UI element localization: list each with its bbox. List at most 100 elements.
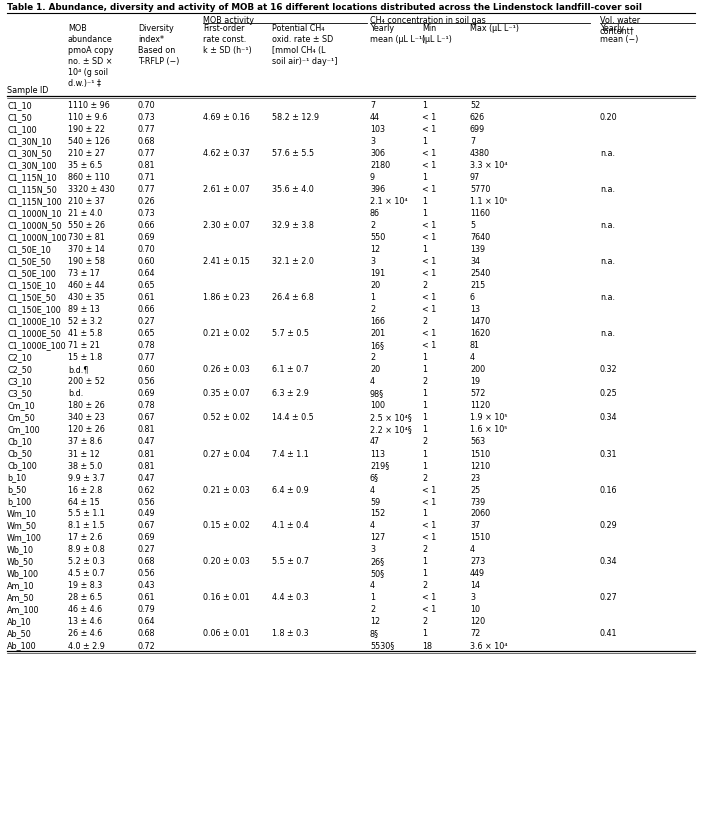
Text: 0.26: 0.26: [138, 197, 156, 206]
Text: C3_50: C3_50: [7, 390, 32, 399]
Text: 14: 14: [470, 581, 480, 590]
Text: C1_150E_100: C1_150E_100: [7, 306, 61, 315]
Text: 3: 3: [370, 257, 375, 266]
Text: 1510: 1510: [470, 533, 490, 543]
Text: 0.32: 0.32: [600, 366, 618, 375]
Text: < 1: < 1: [422, 126, 436, 135]
Text: CH₄ concentration in soil gas: CH₄ concentration in soil gas: [370, 16, 486, 25]
Text: C1_1000N_100: C1_1000N_100: [7, 233, 67, 242]
Text: 2: 2: [422, 317, 427, 326]
Text: 626: 626: [470, 113, 485, 122]
Text: 540 ± 126: 540 ± 126: [68, 137, 110, 146]
Text: 97: 97: [470, 173, 480, 182]
Text: C1_115N_10: C1_115N_10: [7, 173, 57, 182]
Text: 2060: 2060: [470, 510, 490, 519]
Text: 113: 113: [370, 450, 385, 459]
Text: 16 ± 2.8: 16 ± 2.8: [68, 486, 102, 495]
Text: 396: 396: [370, 186, 385, 195]
Text: < 1: < 1: [422, 221, 436, 230]
Text: 0.68: 0.68: [138, 137, 156, 146]
Text: 4.62 ± 0.37: 4.62 ± 0.37: [203, 150, 250, 159]
Text: 0.16: 0.16: [600, 486, 618, 495]
Text: 0.56: 0.56: [138, 497, 156, 506]
Text: Table 1. Abundance, diversity and activity of MOB at 16 different locations dist: Table 1. Abundance, diversity and activi…: [7, 3, 642, 12]
Text: < 1: < 1: [422, 270, 436, 279]
Text: 0.70: 0.70: [138, 246, 156, 255]
Text: < 1: < 1: [422, 593, 436, 603]
Text: 340 ± 23: 340 ± 23: [68, 413, 105, 423]
Text: 2: 2: [422, 437, 427, 446]
Text: 4: 4: [470, 546, 475, 555]
Text: 219§: 219§: [370, 461, 389, 470]
Text: 15 ± 1.8: 15 ± 1.8: [68, 353, 102, 363]
Text: 0.68: 0.68: [138, 557, 156, 566]
Text: 5.5 ± 0.7: 5.5 ± 0.7: [272, 557, 309, 566]
Text: 0.61: 0.61: [138, 593, 156, 603]
Text: 8§: 8§: [370, 630, 379, 639]
Text: 200: 200: [470, 366, 485, 375]
Text: 370 ± 14: 370 ± 14: [68, 246, 105, 255]
Text: n.a.: n.a.: [600, 293, 615, 302]
Text: 6.4 ± 0.9: 6.4 ± 0.9: [272, 486, 309, 495]
Text: 0.73: 0.73: [138, 210, 156, 219]
Text: C1_150E_10: C1_150E_10: [7, 281, 55, 290]
Text: 2: 2: [370, 306, 375, 315]
Text: 34: 34: [470, 257, 480, 266]
Text: 71 ± 21: 71 ± 21: [68, 341, 100, 350]
Text: Am_100: Am_100: [7, 606, 39, 615]
Text: 46 ± 4.6: 46 ± 4.6: [68, 606, 102, 615]
Text: Wb_10: Wb_10: [7, 546, 34, 555]
Text: 4: 4: [370, 581, 375, 590]
Text: 0.15 ± 0.02: 0.15 ± 0.02: [203, 521, 250, 530]
Text: 2540: 2540: [470, 270, 490, 279]
Text: < 1: < 1: [422, 606, 436, 615]
Text: 120: 120: [470, 617, 485, 626]
Text: < 1: < 1: [422, 161, 436, 170]
Text: C1_50E_100: C1_50E_100: [7, 270, 55, 279]
Text: 1.6 × 10⁵: 1.6 × 10⁵: [470, 426, 508, 435]
Text: 37 ± 8.6: 37 ± 8.6: [68, 437, 102, 446]
Text: 64 ± 15: 64 ± 15: [68, 497, 100, 506]
Text: 1120: 1120: [470, 401, 490, 410]
Text: 12: 12: [370, 617, 380, 626]
Text: 14.4 ± 0.5: 14.4 ± 0.5: [272, 413, 314, 423]
Text: 0.78: 0.78: [138, 401, 156, 410]
Text: 5.2 ± 0.3: 5.2 ± 0.3: [68, 557, 105, 566]
Text: C3_10: C3_10: [7, 377, 32, 386]
Text: 0.16 ± 0.01: 0.16 ± 0.01: [203, 593, 250, 603]
Text: 2: 2: [422, 473, 427, 483]
Text: 100: 100: [370, 401, 385, 410]
Text: 2180: 2180: [370, 161, 390, 170]
Text: 0.64: 0.64: [138, 270, 156, 279]
Text: 1: 1: [422, 173, 427, 182]
Text: 1.8 ± 0.3: 1.8 ± 0.3: [272, 630, 309, 639]
Text: C1_30N_10: C1_30N_10: [7, 137, 51, 146]
Text: 32.9 ± 3.8: 32.9 ± 3.8: [272, 221, 314, 230]
Text: 20: 20: [370, 366, 380, 375]
Text: C1_1000N_10: C1_1000N_10: [7, 210, 62, 219]
Text: 730 ± 81: 730 ± 81: [68, 233, 105, 242]
Text: 1: 1: [422, 426, 427, 435]
Text: 4.0 ± 2.9: 4.0 ± 2.9: [68, 641, 105, 650]
Text: < 1: < 1: [422, 293, 436, 302]
Text: C1_50E_50: C1_50E_50: [7, 257, 51, 266]
Text: 1: 1: [422, 101, 427, 110]
Text: 449: 449: [470, 570, 485, 579]
Text: 4: 4: [370, 486, 375, 495]
Text: 2.1 × 10⁴: 2.1 × 10⁴: [370, 197, 408, 206]
Text: 0.77: 0.77: [138, 150, 156, 159]
Text: 59: 59: [370, 497, 380, 506]
Text: 0.66: 0.66: [138, 221, 156, 230]
Text: 180 ± 26: 180 ± 26: [68, 401, 105, 410]
Text: 0.34: 0.34: [600, 413, 618, 423]
Text: 0.81: 0.81: [138, 461, 156, 470]
Text: 273: 273: [470, 557, 485, 566]
Text: 31 ± 12: 31 ± 12: [68, 450, 100, 459]
Text: 110 ± 9.6: 110 ± 9.6: [68, 113, 107, 122]
Text: 5.7 ± 0.5: 5.7 ± 0.5: [272, 330, 309, 339]
Text: 0.27: 0.27: [138, 546, 156, 555]
Text: 127: 127: [370, 533, 385, 543]
Text: 52: 52: [470, 101, 480, 110]
Text: b_10: b_10: [7, 473, 26, 483]
Text: 21 ± 4.0: 21 ± 4.0: [68, 210, 102, 219]
